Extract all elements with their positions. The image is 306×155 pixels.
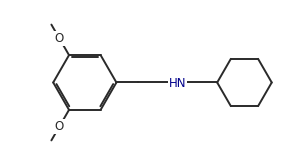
Text: O: O <box>55 32 64 45</box>
Text: HN: HN <box>169 77 186 90</box>
Text: O: O <box>55 120 64 133</box>
